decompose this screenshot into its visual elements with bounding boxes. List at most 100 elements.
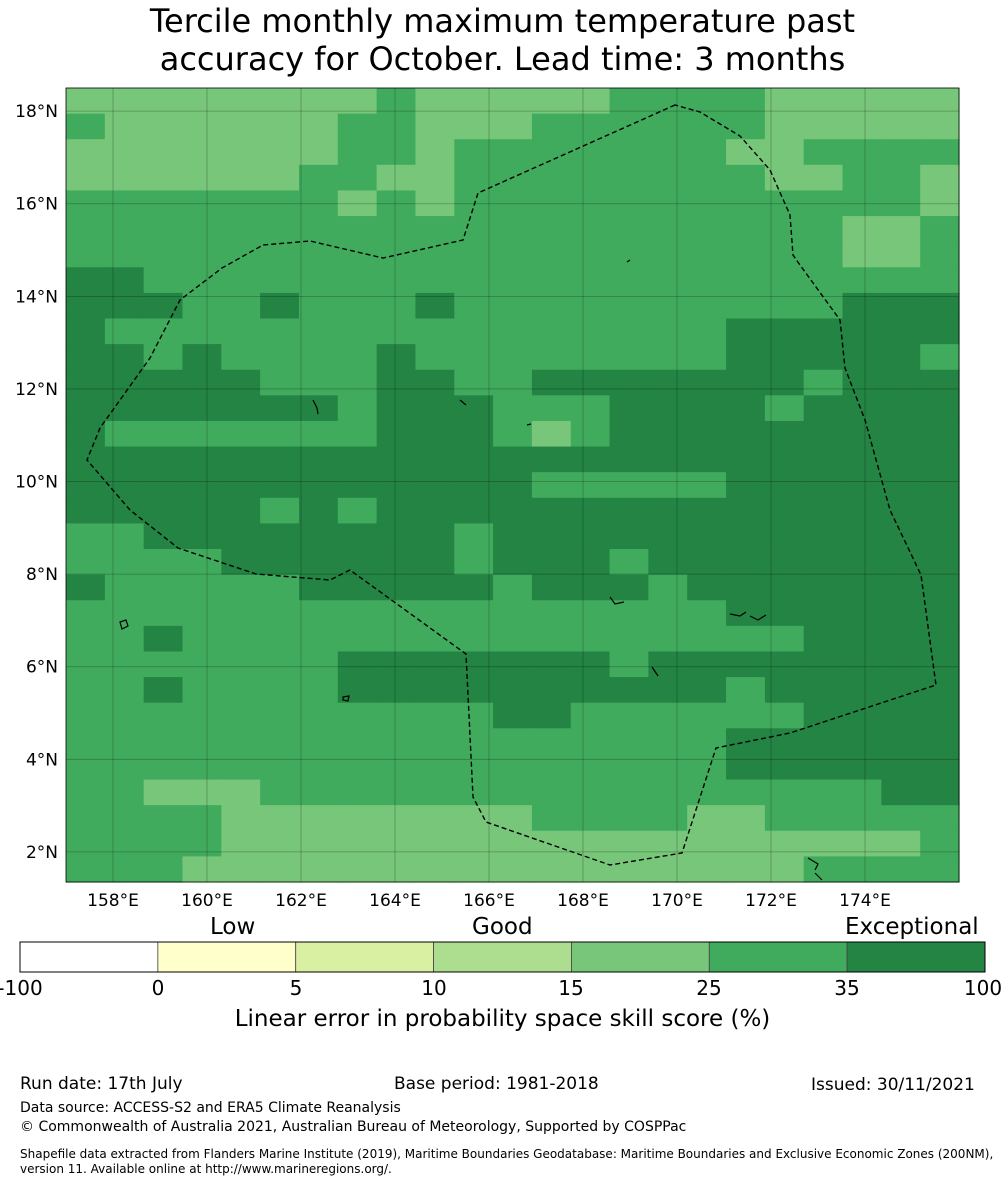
skill-cell xyxy=(182,190,222,217)
skill-cell xyxy=(531,395,572,422)
skill-cell xyxy=(376,497,417,525)
skill-cell xyxy=(66,856,106,883)
skill-cell xyxy=(920,472,960,499)
skill-cell xyxy=(376,856,417,883)
skill-cell xyxy=(764,344,805,371)
skill-cell xyxy=(298,728,339,755)
skill-cell xyxy=(803,395,844,422)
skill-cell xyxy=(726,267,766,294)
skill-cell xyxy=(66,292,106,320)
skill-cell xyxy=(182,856,222,883)
skill-cell xyxy=(881,651,921,678)
skill-cell xyxy=(415,164,455,192)
longitude-tick-label: 162°E xyxy=(275,891,327,911)
skill-cell xyxy=(531,702,572,729)
skill-cell xyxy=(221,344,261,371)
skill-cell xyxy=(376,677,417,704)
skill-cell xyxy=(531,139,572,166)
skill-cell xyxy=(803,472,844,499)
skill-cell xyxy=(415,805,455,832)
issued-date: Issued: 30/11/2021 xyxy=(811,1075,975,1095)
skill-cell xyxy=(104,139,145,166)
skill-cell xyxy=(726,549,766,576)
skill-cell xyxy=(764,88,805,115)
skill-cell xyxy=(570,549,611,576)
skill-cell xyxy=(182,216,222,243)
longitude-tick-labels: 158°E 160°E 162°E 164°E 166°E 168°E 170°E 172°E… xyxy=(87,891,891,911)
skill-cell xyxy=(182,446,222,473)
skill-cell xyxy=(570,113,611,140)
skill-cell xyxy=(415,753,455,781)
skill-cell xyxy=(531,728,572,755)
skill-cell xyxy=(260,702,300,729)
skill-cell xyxy=(376,523,417,550)
skill-cell xyxy=(764,497,805,525)
skill-cell xyxy=(726,625,766,653)
skill-cell xyxy=(764,472,805,499)
skill-cell xyxy=(298,523,339,550)
skill-cell xyxy=(376,88,417,115)
skill-cell xyxy=(493,344,533,371)
skill-cell xyxy=(687,779,727,806)
skill-cell xyxy=(687,395,727,422)
skill-cell xyxy=(66,395,106,422)
skill-cell xyxy=(920,805,960,832)
skill-cell xyxy=(415,523,455,550)
skill-cell xyxy=(764,369,805,396)
skill-cell xyxy=(337,344,378,371)
skill-grid-cells xyxy=(66,88,960,883)
skill-cell xyxy=(260,753,300,781)
skill-cell xyxy=(726,190,766,217)
latitude-tick-label: 18°N xyxy=(15,102,58,122)
skill-cell xyxy=(454,113,494,140)
skill-cell xyxy=(260,88,300,115)
skill-cell xyxy=(531,369,572,396)
skill-cell xyxy=(493,241,533,268)
skill-cell xyxy=(764,574,805,601)
skill-cell xyxy=(260,395,300,422)
skill-cell xyxy=(104,88,145,115)
skill-cell xyxy=(415,344,455,371)
skill-cell xyxy=(337,113,378,140)
longitude-tick-label: 170°E xyxy=(651,891,703,911)
skill-cell xyxy=(104,241,145,268)
skill-cell xyxy=(764,446,805,473)
skill-cell xyxy=(104,830,145,857)
colorbar-tick: 15 xyxy=(558,976,584,1000)
skill-cell xyxy=(531,241,572,268)
skill-cell xyxy=(764,753,805,781)
skill-cell xyxy=(493,292,533,320)
skill-cell xyxy=(104,472,145,499)
skill-cell xyxy=(66,344,106,371)
skill-cell xyxy=(570,344,611,371)
skill-cell xyxy=(376,702,417,729)
skill-cell xyxy=(803,856,844,883)
skill-cell xyxy=(687,216,727,243)
skill-cell xyxy=(182,702,222,729)
skill-cell xyxy=(531,216,572,243)
skill-cell xyxy=(221,88,261,115)
skill-cell xyxy=(493,446,533,473)
skill-cell xyxy=(881,600,921,627)
skill-cell xyxy=(803,574,844,601)
skill-cell xyxy=(648,779,688,806)
skill-cell xyxy=(803,779,844,806)
skill-cell xyxy=(221,113,261,140)
skill-cell xyxy=(104,216,145,243)
skill-cell xyxy=(104,497,145,525)
skill-cell xyxy=(66,600,106,627)
skill-cell xyxy=(803,446,844,473)
skill-cell xyxy=(570,702,611,729)
skill-cell xyxy=(337,677,378,704)
skill-cell xyxy=(337,753,378,781)
skill-cell xyxy=(881,190,921,217)
skill-cell xyxy=(609,164,649,192)
skill-cell xyxy=(221,241,261,268)
skill-cell xyxy=(143,216,184,243)
skill-cell xyxy=(260,549,300,576)
longitude-tick-label: 164°E xyxy=(369,891,421,911)
skill-cell xyxy=(182,113,222,140)
skill-cell xyxy=(143,344,184,371)
skill-cell xyxy=(920,190,960,217)
skill-cell xyxy=(415,369,455,396)
